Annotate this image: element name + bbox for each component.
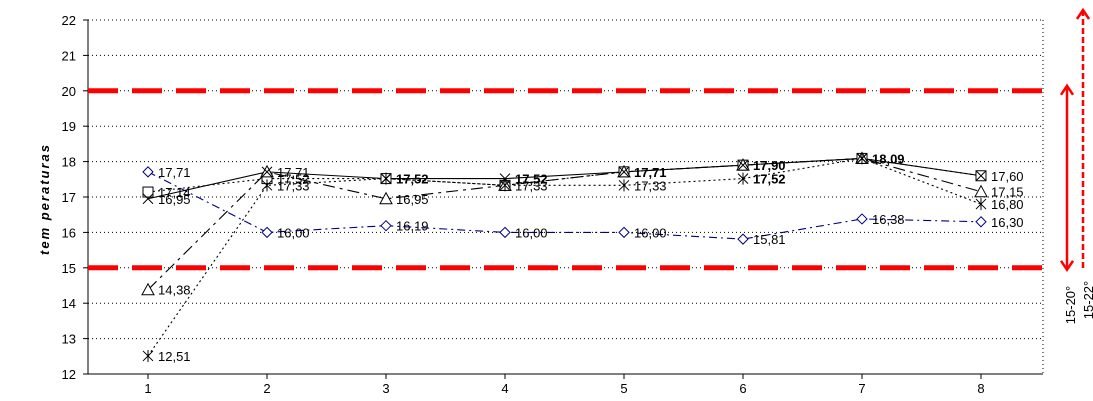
data-label: 17,52 bbox=[515, 172, 548, 187]
y-axis-label: tem peraturas bbox=[37, 143, 52, 255]
data-point-star bbox=[856, 152, 868, 165]
x-tick-label: 5 bbox=[620, 381, 627, 396]
series-lines bbox=[147, 157, 982, 357]
data-point-diamond bbox=[618, 226, 630, 239]
data-point-triangle bbox=[379, 191, 393, 205]
series-line bbox=[147, 157, 982, 357]
data-label: 17,71 bbox=[158, 165, 191, 180]
data-point-star bbox=[975, 198, 987, 211]
data-point-diamond bbox=[737, 233, 749, 245]
data-point-star bbox=[380, 172, 392, 185]
data-point-x bbox=[737, 159, 749, 171]
data-label: 17,52 bbox=[277, 172, 310, 187]
data-label: 17,33 bbox=[515, 178, 548, 193]
range-label-15-20: 15-20° bbox=[1063, 286, 1078, 324]
plot-frame bbox=[87, 19, 1044, 375]
x-tick-label: 2 bbox=[263, 381, 270, 396]
data-point-x bbox=[142, 193, 154, 205]
data-label: 17,33 bbox=[277, 178, 310, 193]
data-point-diamond bbox=[975, 216, 987, 228]
series-line bbox=[147, 157, 982, 200]
y-tick-label: 18 bbox=[62, 155, 76, 170]
data-point-diamond bbox=[380, 219, 392, 232]
y-tick-label: 13 bbox=[62, 332, 76, 347]
data-label: 16,19 bbox=[396, 219, 429, 234]
series-line bbox=[147, 157, 982, 291]
data-point-star bbox=[737, 172, 749, 185]
data-label: 14,38 bbox=[158, 283, 191, 298]
range-arrowheads-15-20 bbox=[1059, 83, 1075, 273]
data-label: 16,38 bbox=[872, 212, 905, 227]
data-label: 15,81 bbox=[753, 232, 786, 247]
y-tick-label: 15 bbox=[62, 261, 76, 276]
data-label: 16,95 bbox=[158, 192, 191, 207]
data-label: 16,00 bbox=[277, 225, 310, 240]
data-label: 16,95 bbox=[396, 192, 429, 207]
data-label: 17,14 bbox=[158, 185, 191, 200]
data-point-diamond bbox=[856, 213, 868, 225]
data-label: 17,52 bbox=[753, 172, 786, 187]
data-point-square bbox=[142, 186, 154, 198]
data-label: 18,09 bbox=[872, 151, 905, 166]
y-tick-label: 12 bbox=[62, 367, 76, 382]
data-label: 17,90 bbox=[753, 158, 786, 173]
data-label: 17,33 bbox=[634, 178, 667, 193]
series-markers bbox=[141, 151, 988, 362]
x-tick-label: 1 bbox=[144, 381, 151, 396]
data-point-diamond bbox=[261, 226, 273, 239]
gridlines bbox=[88, 19, 1043, 340]
data-labels: 17,71 16,00 16,19 16,00 16,00 15,81 16,38 16,30… bbox=[158, 151, 1024, 364]
x-tick-label: 3 bbox=[382, 381, 389, 396]
range-annotation: 15-20° 15-22° bbox=[1059, 7, 1093, 324]
data-point-triangle bbox=[141, 282, 155, 296]
x-tick-label: 7 bbox=[858, 381, 865, 396]
reference-lines bbox=[88, 88, 1043, 271]
data-point-star bbox=[618, 179, 630, 192]
x-tick-label: 6 bbox=[739, 381, 746, 396]
data-label: 17,15 bbox=[991, 185, 1024, 200]
data-label: 16,00 bbox=[515, 225, 548, 240]
y-tick-label: 14 bbox=[62, 296, 76, 311]
data-label: 16,30 bbox=[991, 215, 1024, 230]
x-tick-label: 8 bbox=[977, 381, 984, 396]
data-label: 17,71 bbox=[634, 165, 667, 180]
y-tick-label: 17 bbox=[62, 190, 76, 205]
data-label: 16,00 bbox=[634, 225, 667, 240]
data-point-diamond bbox=[142, 166, 154, 178]
data-point-diamond bbox=[499, 226, 511, 239]
data-label: 17,60 bbox=[991, 169, 1024, 184]
x-tick-label: 4 bbox=[501, 381, 508, 396]
y-axis-ticks: 12 13 14 15 16 17 18 19 20 21 22 bbox=[62, 13, 88, 382]
data-point-star bbox=[499, 179, 511, 192]
data-label: 12,51 bbox=[158, 349, 191, 364]
y-tick-label: 21 bbox=[62, 48, 76, 63]
data-point-x bbox=[618, 166, 630, 178]
y-tick-label: 20 bbox=[62, 84, 76, 99]
y-tick-label: 22 bbox=[62, 13, 76, 28]
data-point-x bbox=[261, 166, 273, 178]
series-line bbox=[147, 171, 982, 240]
x-axis-ticks: 1 2 3 4 5 6 7 8 bbox=[144, 374, 985, 396]
y-tick-label: 19 bbox=[62, 119, 76, 134]
data-label: 17,52 bbox=[396, 172, 429, 187]
range-arrowhead-15-22 bbox=[1075, 7, 1091, 20]
range-label-15-22: 15-22° bbox=[1081, 281, 1093, 319]
data-point-star bbox=[261, 179, 273, 192]
data-point-x bbox=[975, 170, 987, 182]
data-point-star bbox=[142, 349, 154, 362]
data-label: 16,80 bbox=[991, 197, 1024, 212]
y-tick-label: 16 bbox=[62, 225, 76, 240]
data-point-triangle bbox=[974, 184, 988, 198]
data-label: 17,71 bbox=[277, 165, 310, 180]
